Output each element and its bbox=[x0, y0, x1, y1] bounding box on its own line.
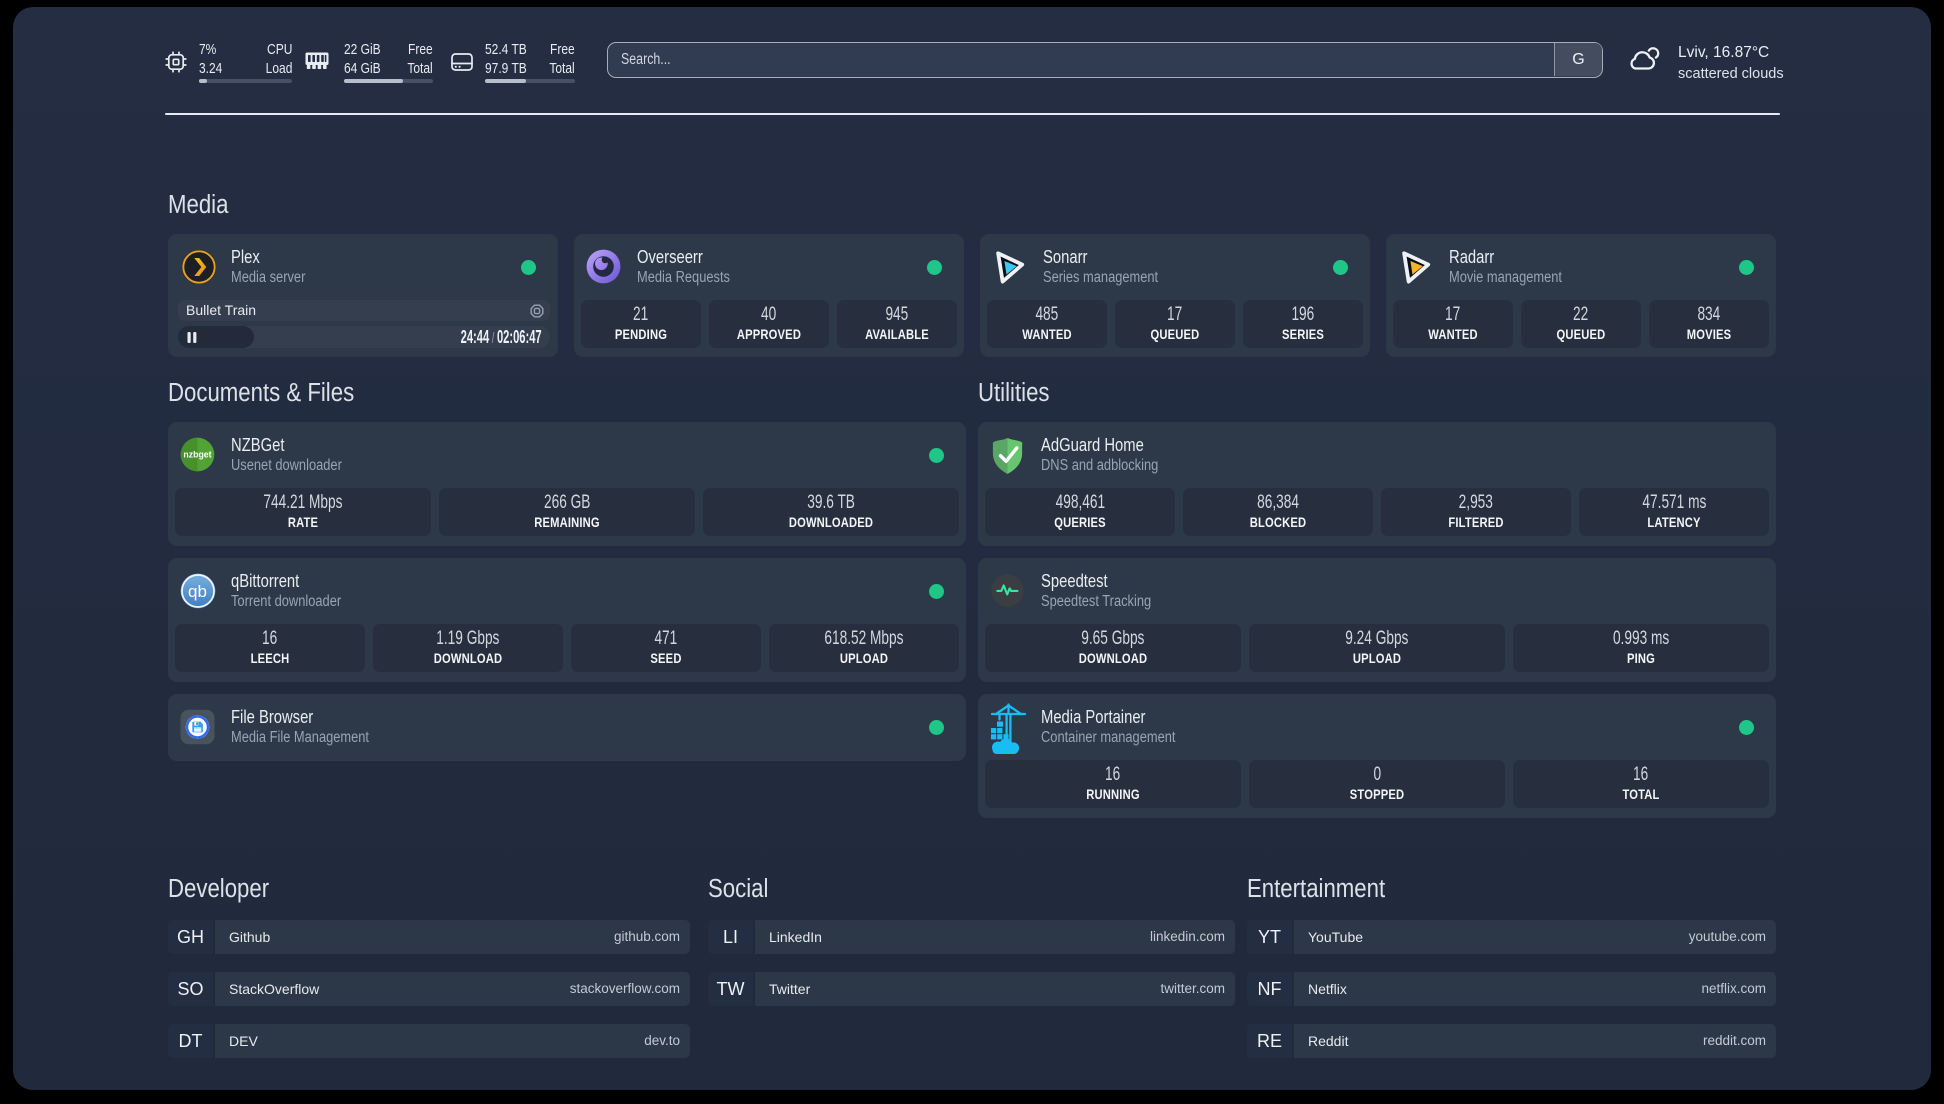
svg-text:nzbget: nzbget bbox=[183, 450, 211, 460]
svg-text:qb: qb bbox=[188, 582, 207, 601]
